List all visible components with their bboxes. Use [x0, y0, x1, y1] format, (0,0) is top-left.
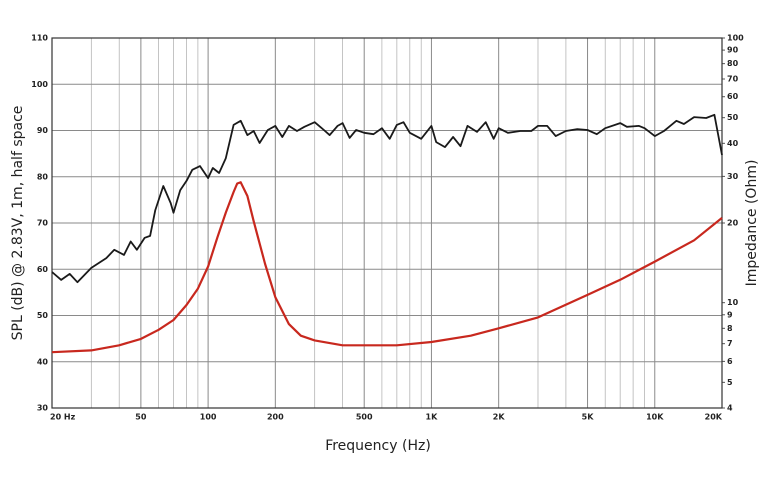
y2-tick-label: 8: [727, 324, 733, 333]
y-tick-label: 40: [37, 357, 49, 366]
x-tick-label: 200: [267, 413, 284, 422]
y2-tick-label: 7: [727, 339, 733, 348]
y2-tick-label: 6: [727, 357, 733, 366]
y-tick-label: 60: [37, 265, 49, 274]
y-axis-label: SPL (dB) @ 2.83V, 1m, half space: [10, 106, 26, 341]
y2-tick-label: 10: [727, 298, 739, 307]
y2-tick-label: 90: [727, 46, 739, 55]
x-tick-label: 100: [200, 413, 217, 422]
y2-tick-label: 5: [727, 378, 733, 387]
y-tick-label: 90: [37, 126, 49, 135]
x-tick-label: 20 Hz: [50, 413, 76, 422]
y2-tick-label: 4: [727, 404, 733, 413]
x-axis-label: Frequency (Hz): [325, 438, 431, 454]
y-tick-label: 110: [31, 34, 48, 43]
y2-tick-label: 20: [727, 219, 739, 228]
x-tick-label: 5K: [582, 413, 595, 422]
y2-tick-label: 100: [727, 34, 744, 43]
y2-tick-label: 30: [727, 172, 739, 181]
x-tick-label: 10K: [646, 413, 664, 422]
y-tick-label: 70: [37, 219, 49, 228]
y2-tick-label: 40: [727, 139, 739, 148]
x-tick-label: 20K: [705, 413, 723, 422]
y2-tick-label: 60: [727, 92, 739, 101]
x-tick-label: 50: [135, 413, 147, 422]
y2-tick-label: 80: [727, 59, 739, 68]
y2-tick-label: 50: [727, 113, 739, 122]
y-tick-label: 100: [31, 80, 48, 89]
y2-axis-label: Impedance (Ohm): [744, 160, 760, 287]
x-tick-label: 500: [356, 413, 373, 422]
series-line: [51, 181, 723, 354]
y-tick-label: 50: [37, 311, 49, 320]
x-tick-label: 1K: [426, 413, 439, 422]
y-tick-label: 80: [37, 172, 49, 181]
plot-frame: [51, 37, 723, 409]
series-line: [51, 113, 723, 284]
x-tick-label: 2K: [493, 413, 506, 422]
y2-tick-label: 9: [727, 310, 733, 319]
y-tick-label: 30: [37, 404, 49, 413]
y2-tick-label: 70: [727, 74, 739, 83]
